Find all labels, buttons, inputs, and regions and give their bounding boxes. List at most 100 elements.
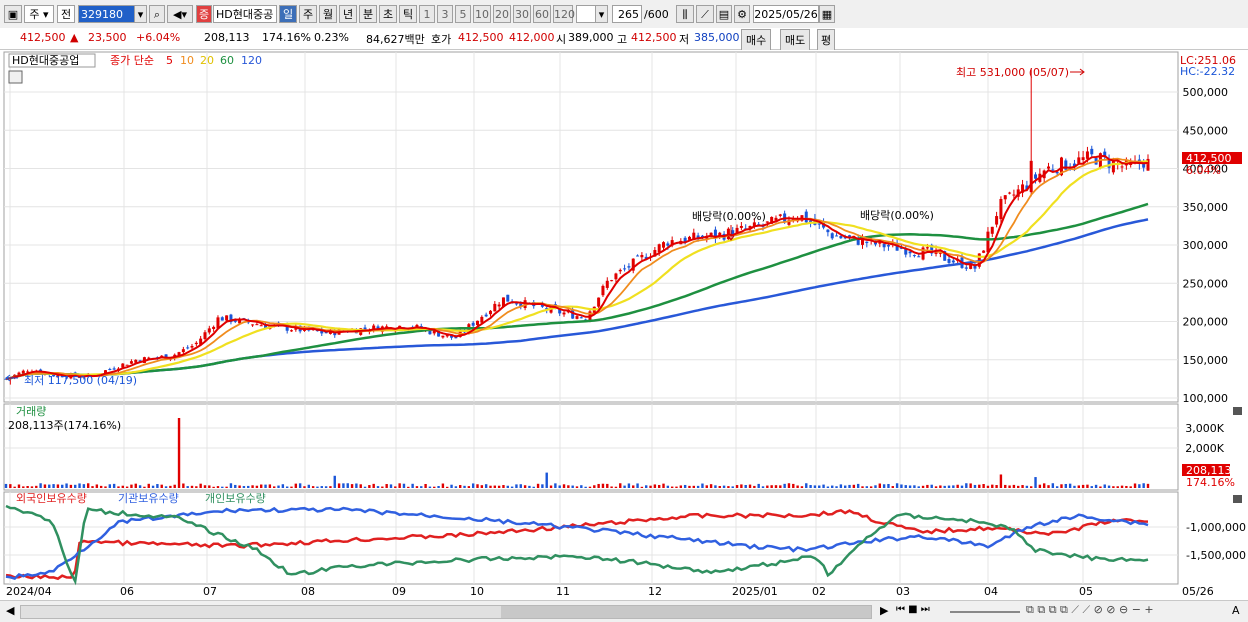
candle-body xyxy=(692,232,696,240)
candle-body xyxy=(917,256,921,258)
volume-bar xyxy=(1017,485,1020,488)
legend-toggle-icon[interactable] xyxy=(8,70,23,84)
period-month[interactable]: 월 xyxy=(319,5,337,23)
interval-60[interactable]: 60 xyxy=(533,5,551,23)
period-tick[interactable]: 틱 xyxy=(399,5,417,23)
volume-bar xyxy=(831,485,834,488)
candle-body xyxy=(199,338,203,345)
ma60-line xyxy=(5,202,1149,381)
interval-5[interactable]: 5 xyxy=(455,5,471,23)
candle-body xyxy=(207,328,211,333)
candle-body xyxy=(856,237,860,245)
period-week[interactable]: 주 xyxy=(299,5,317,23)
volume-bar xyxy=(1051,483,1055,488)
current-price: 412,500 xyxy=(20,31,66,44)
candle-body xyxy=(605,280,609,288)
holdings-panel-close-icon[interactable] xyxy=(1233,495,1242,503)
candle-body xyxy=(882,243,886,248)
candle-type-icon[interactable]: ⫼ xyxy=(676,5,694,23)
search-icon[interactable]: ⌕ xyxy=(149,5,165,23)
volume-bar xyxy=(208,485,211,488)
quote-bar: 412,500 ▲ 23,500 +6.04% 208,113 174.16% … xyxy=(0,28,1248,51)
volume-bar xyxy=(532,486,535,488)
zoom-slider[interactable] xyxy=(950,611,1020,613)
period-minute[interactable]: 분 xyxy=(359,5,377,23)
stock-chart[interactable]: 100,000 150,000 200,000 250,000 300,000 350,0… xyxy=(0,50,1248,600)
draw-tool-icon[interactable]: ⟋ xyxy=(696,5,714,23)
chart-area[interactable]: 100,000 150,000 200,000 250,000 300,000 350,0… xyxy=(0,50,1248,600)
count-input[interactable]: 265 xyxy=(612,5,642,23)
interval-10[interactable]: 10 xyxy=(473,5,491,23)
volume-ratio: 174.16% xyxy=(262,31,311,44)
market-select[interactable]: 주 ▾ xyxy=(24,5,54,23)
interval-120[interactable]: 120 xyxy=(553,5,575,23)
volume-bar xyxy=(519,484,522,488)
interval-3[interactable]: 3 xyxy=(437,5,453,23)
volume-bar xyxy=(1103,484,1106,488)
speaker-icon[interactable]: ◀▾ xyxy=(167,5,193,23)
volume-bar xyxy=(1068,483,1072,488)
font-size-icon[interactable]: A xyxy=(1232,604,1240,617)
volume-bar xyxy=(982,484,985,488)
ma-legend-60: 60 xyxy=(220,54,234,67)
prev-button[interactable]: 전 xyxy=(57,5,75,23)
period-day[interactable]: 일 xyxy=(279,5,297,23)
volume-bar xyxy=(895,483,899,488)
code-dropdown-icon[interactable]: ▾ xyxy=(134,5,147,23)
interval-20[interactable]: 20 xyxy=(493,5,511,23)
candle-body xyxy=(817,223,821,225)
nav-controls-icon[interactable]: ⏮ ■ ⏭ xyxy=(896,604,930,615)
volume-bar xyxy=(869,486,873,488)
scroll-left-icon[interactable]: ◀ xyxy=(6,604,15,617)
candle-body xyxy=(216,317,220,329)
volume-bar xyxy=(402,483,406,488)
volume-bar xyxy=(1021,485,1024,488)
eval-button[interactable]: 평 xyxy=(817,29,836,51)
interval-1[interactable]: 1 xyxy=(419,5,435,23)
period-year[interactable]: 년 xyxy=(339,5,357,23)
hc-label: HC:-22.32 xyxy=(1180,65,1235,78)
candle-body xyxy=(181,349,185,353)
candle-body xyxy=(986,231,990,253)
volume-bar xyxy=(454,486,458,488)
sell-button[interactable]: 매도 xyxy=(780,29,811,51)
calendar-icon[interactable]: ▦ xyxy=(819,5,835,23)
volume-panel-close-icon[interactable] xyxy=(1233,407,1242,415)
candle-body xyxy=(657,244,661,253)
candle-body xyxy=(21,370,25,374)
save-icon[interactable]: ▤ xyxy=(716,5,732,23)
volume-bar xyxy=(887,483,890,488)
volume-bar xyxy=(195,486,198,488)
count-max: /600 xyxy=(644,8,669,21)
candle-body xyxy=(1090,148,1094,155)
candle-body xyxy=(631,258,635,271)
gear-icon[interactable]: ⚙ xyxy=(734,5,750,23)
candle-body xyxy=(731,230,735,237)
interval-30[interactable]: 30 xyxy=(513,5,531,23)
layout-icon[interactable]: ▣ xyxy=(4,5,22,23)
candle-body xyxy=(129,361,133,364)
scroll-right-icon[interactable]: ▶ xyxy=(880,604,889,617)
volume-bar xyxy=(882,484,886,488)
period-second[interactable]: 초 xyxy=(379,5,397,23)
volume-bar xyxy=(1077,485,1080,488)
last-price-label: 412,500 xyxy=(1186,152,1232,165)
buy-button[interactable]: 매수 xyxy=(741,29,772,51)
tool-icons[interactable]: ⧉ ⧉ ⧉ ⧉ ⟋ ⟋ ⊘ ⊘ ⊖ − + xyxy=(1026,603,1154,616)
stock-code-input[interactable]: 329180 xyxy=(78,5,136,23)
volume-bar xyxy=(952,485,955,488)
volume-bar xyxy=(787,483,791,488)
volume-bar xyxy=(614,486,618,488)
volume-bar xyxy=(761,486,765,488)
volume-bar xyxy=(307,484,311,488)
scroll-thumb[interactable] xyxy=(501,606,871,618)
scroll-track[interactable] xyxy=(20,605,872,619)
candle-body xyxy=(575,316,579,319)
candle-body xyxy=(1107,159,1111,168)
volume-bar xyxy=(471,483,475,488)
date-input[interactable]: 2025/05/26 xyxy=(753,5,819,23)
interval-dropdown-icon[interactable]: ▾ xyxy=(595,5,608,23)
volume-bar xyxy=(1133,483,1137,488)
volume-bar xyxy=(69,484,73,488)
ma20-line xyxy=(5,160,1149,380)
